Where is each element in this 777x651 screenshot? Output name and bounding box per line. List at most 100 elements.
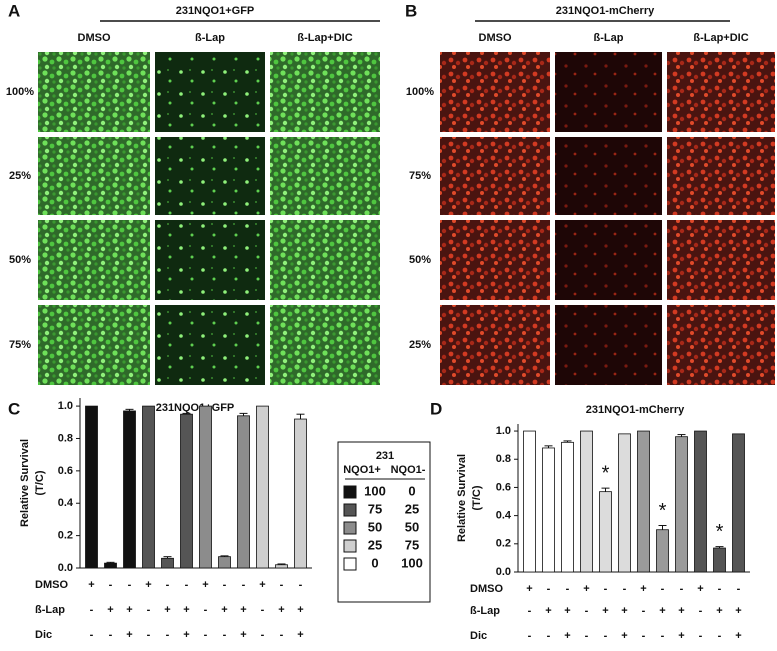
condition-sign: +: [202, 579, 208, 591]
bar: [237, 415, 250, 569]
row-label: 100%: [406, 86, 434, 98]
condition-sign: -: [242, 579, 246, 591]
legend-value: 0: [371, 555, 378, 570]
condition-sign: +: [564, 605, 570, 617]
condition-sign: -: [585, 630, 589, 642]
micrograph: [155, 220, 265, 300]
bar: [675, 436, 688, 573]
bar: [256, 405, 269, 569]
condition-sign: -: [261, 629, 265, 641]
legend-column: NQO1+: [343, 464, 381, 476]
legend-value: 0: [408, 483, 415, 498]
condition-sign: -: [299, 579, 303, 591]
legend-swatch: [343, 557, 357, 571]
significance-marker: *: [659, 500, 667, 522]
micrograph: [270, 220, 380, 300]
condition-name: DMSO: [35, 579, 68, 591]
y-tick-label: 0.8: [58, 432, 73, 444]
micrograph: [38, 52, 150, 132]
row-label: 100%: [6, 86, 34, 98]
condition-sign: -: [718, 583, 722, 595]
condition-sign: -: [661, 630, 665, 642]
micrograph: [270, 137, 380, 215]
y-tick-label: 0.0: [58, 562, 73, 574]
condition-sign: -: [147, 604, 151, 616]
y-tick-label: 0.4: [58, 497, 74, 509]
panel-label: A: [8, 1, 20, 20]
y-tick-label: 0.2: [496, 538, 511, 550]
bar: [218, 556, 231, 569]
bar: [104, 562, 117, 569]
micrograph: [440, 220, 550, 300]
y-axis-label: Relative Survival: [456, 454, 468, 542]
legend-value: 75: [405, 537, 419, 552]
condition-sign: -: [604, 630, 608, 642]
micrograph: [667, 220, 775, 300]
row-label: 50%: [9, 254, 31, 266]
condition-sign: +: [564, 630, 570, 642]
micrograph: [440, 305, 550, 385]
legend-box: [337, 441, 431, 603]
condition-sign: +: [126, 629, 132, 641]
row-label: 25%: [409, 339, 431, 351]
condition-sign: +: [678, 605, 684, 617]
bar: [618, 433, 631, 573]
condition-sign: +: [583, 583, 589, 595]
condition-sign: +: [602, 605, 608, 617]
row-label: 25%: [9, 170, 31, 182]
condition-sign: +: [183, 629, 189, 641]
condition-sign: +: [297, 604, 303, 616]
condition-sign: -: [109, 629, 113, 641]
micrograph: [155, 305, 265, 385]
condition-sign: +: [678, 630, 684, 642]
bar: [199, 405, 212, 569]
bar: [713, 547, 726, 573]
condition-sign: -: [280, 629, 284, 641]
y-tick-label: 0.6: [496, 481, 511, 493]
bar: [142, 405, 155, 569]
micrograph: [440, 52, 550, 132]
bar: [294, 418, 307, 569]
condition-sign: +: [221, 604, 227, 616]
condition-sign: -: [623, 583, 627, 595]
micrograph: [667, 305, 775, 385]
bar: [732, 433, 745, 573]
legend-value: 100: [401, 555, 423, 570]
condition-sign: +: [126, 604, 132, 616]
y-tick-label: 0.2: [58, 530, 73, 542]
condition-sign: -: [661, 583, 665, 595]
column-header: DMSO: [479, 32, 512, 44]
bar: [161, 557, 174, 569]
bar: [637, 430, 650, 573]
micrograph: [667, 137, 775, 215]
condition-name: Dic: [35, 629, 52, 641]
condition-sign: +: [621, 605, 627, 617]
legend-title: 231: [376, 450, 394, 462]
y-axis-label: (T/C): [34, 470, 46, 495]
condition-sign: -: [204, 629, 208, 641]
condition-sign: +: [88, 579, 94, 591]
legend-value: 25: [368, 537, 382, 552]
condition-sign: -: [680, 583, 684, 595]
panel-label: B: [405, 1, 417, 20]
condition-sign: +: [145, 579, 151, 591]
column-header: ß-Lap: [594, 32, 624, 44]
condition-sign: +: [297, 629, 303, 641]
legend-swatch: [343, 485, 357, 499]
condition-name: DMSO: [470, 583, 503, 595]
condition-sign: +: [278, 604, 284, 616]
significance-marker: *: [602, 462, 610, 484]
condition-sign: +: [621, 630, 627, 642]
micrograph: [440, 137, 550, 215]
condition-sign: -: [166, 579, 170, 591]
condition-sign: -: [147, 629, 151, 641]
legend-column: NQO1-: [391, 464, 426, 476]
column-header: ß-Lap+DIC: [297, 32, 352, 44]
legend-swatch: [343, 521, 357, 535]
micrograph: [555, 52, 662, 132]
condition-sign: -: [566, 583, 570, 595]
row-label: 75%: [409, 170, 431, 182]
panel-label: C: [8, 399, 20, 418]
micrograph: [155, 52, 265, 132]
condition-name: Dic: [470, 630, 487, 642]
